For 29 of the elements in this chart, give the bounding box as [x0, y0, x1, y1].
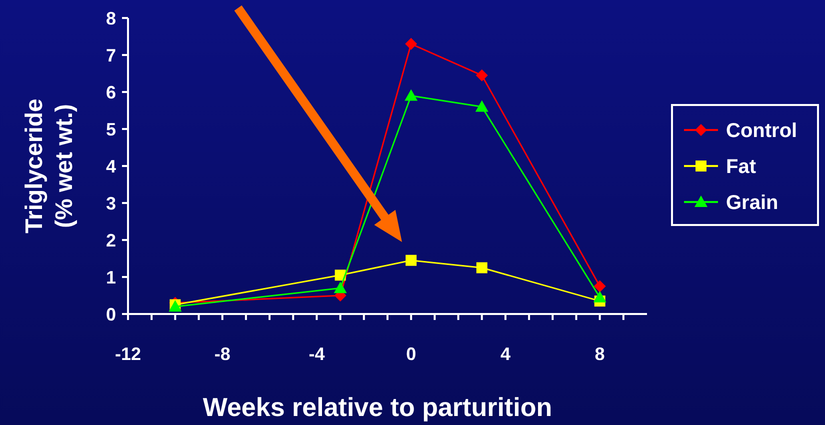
point — [476, 262, 488, 274]
point — [406, 254, 417, 266]
point — [476, 69, 488, 82]
x-tick-label: -4 — [308, 344, 325, 364]
x-axis-title: Weeks relative to parturition — [202, 392, 552, 422]
legend-label: Control — [726, 120, 798, 142]
y-tick-label: 8 — [106, 8, 116, 28]
y-tick-label: 4 — [106, 156, 116, 176]
x-tick-label: -12 — [114, 344, 142, 364]
x-tick-label: -8 — [214, 344, 230, 364]
y-tick-label: 1 — [106, 267, 116, 288]
x-tick-label: 4 — [500, 344, 510, 364]
y-tick-label: 3 — [106, 193, 116, 214]
point — [334, 282, 347, 294]
y-tick-label: 2 — [106, 230, 116, 250]
y-tick-label: 0 — [106, 304, 116, 324]
point — [404, 89, 418, 101]
point — [594, 280, 606, 292]
y-tick-label: 6 — [106, 82, 116, 102]
y-tick-label: 5 — [106, 119, 116, 140]
point — [405, 38, 418, 50]
x-tick-label: 0 — [406, 344, 416, 364]
point — [475, 100, 488, 112]
y-axis-title: Triglyceride (% wet wt.) — [21, 98, 78, 234]
x-tick-label: 8 — [594, 344, 605, 364]
y-tick-label: 7 — [106, 45, 116, 66]
point — [593, 290, 606, 302]
legend-label: Fat — [726, 156, 756, 178]
legend-label: Grain — [726, 192, 778, 214]
